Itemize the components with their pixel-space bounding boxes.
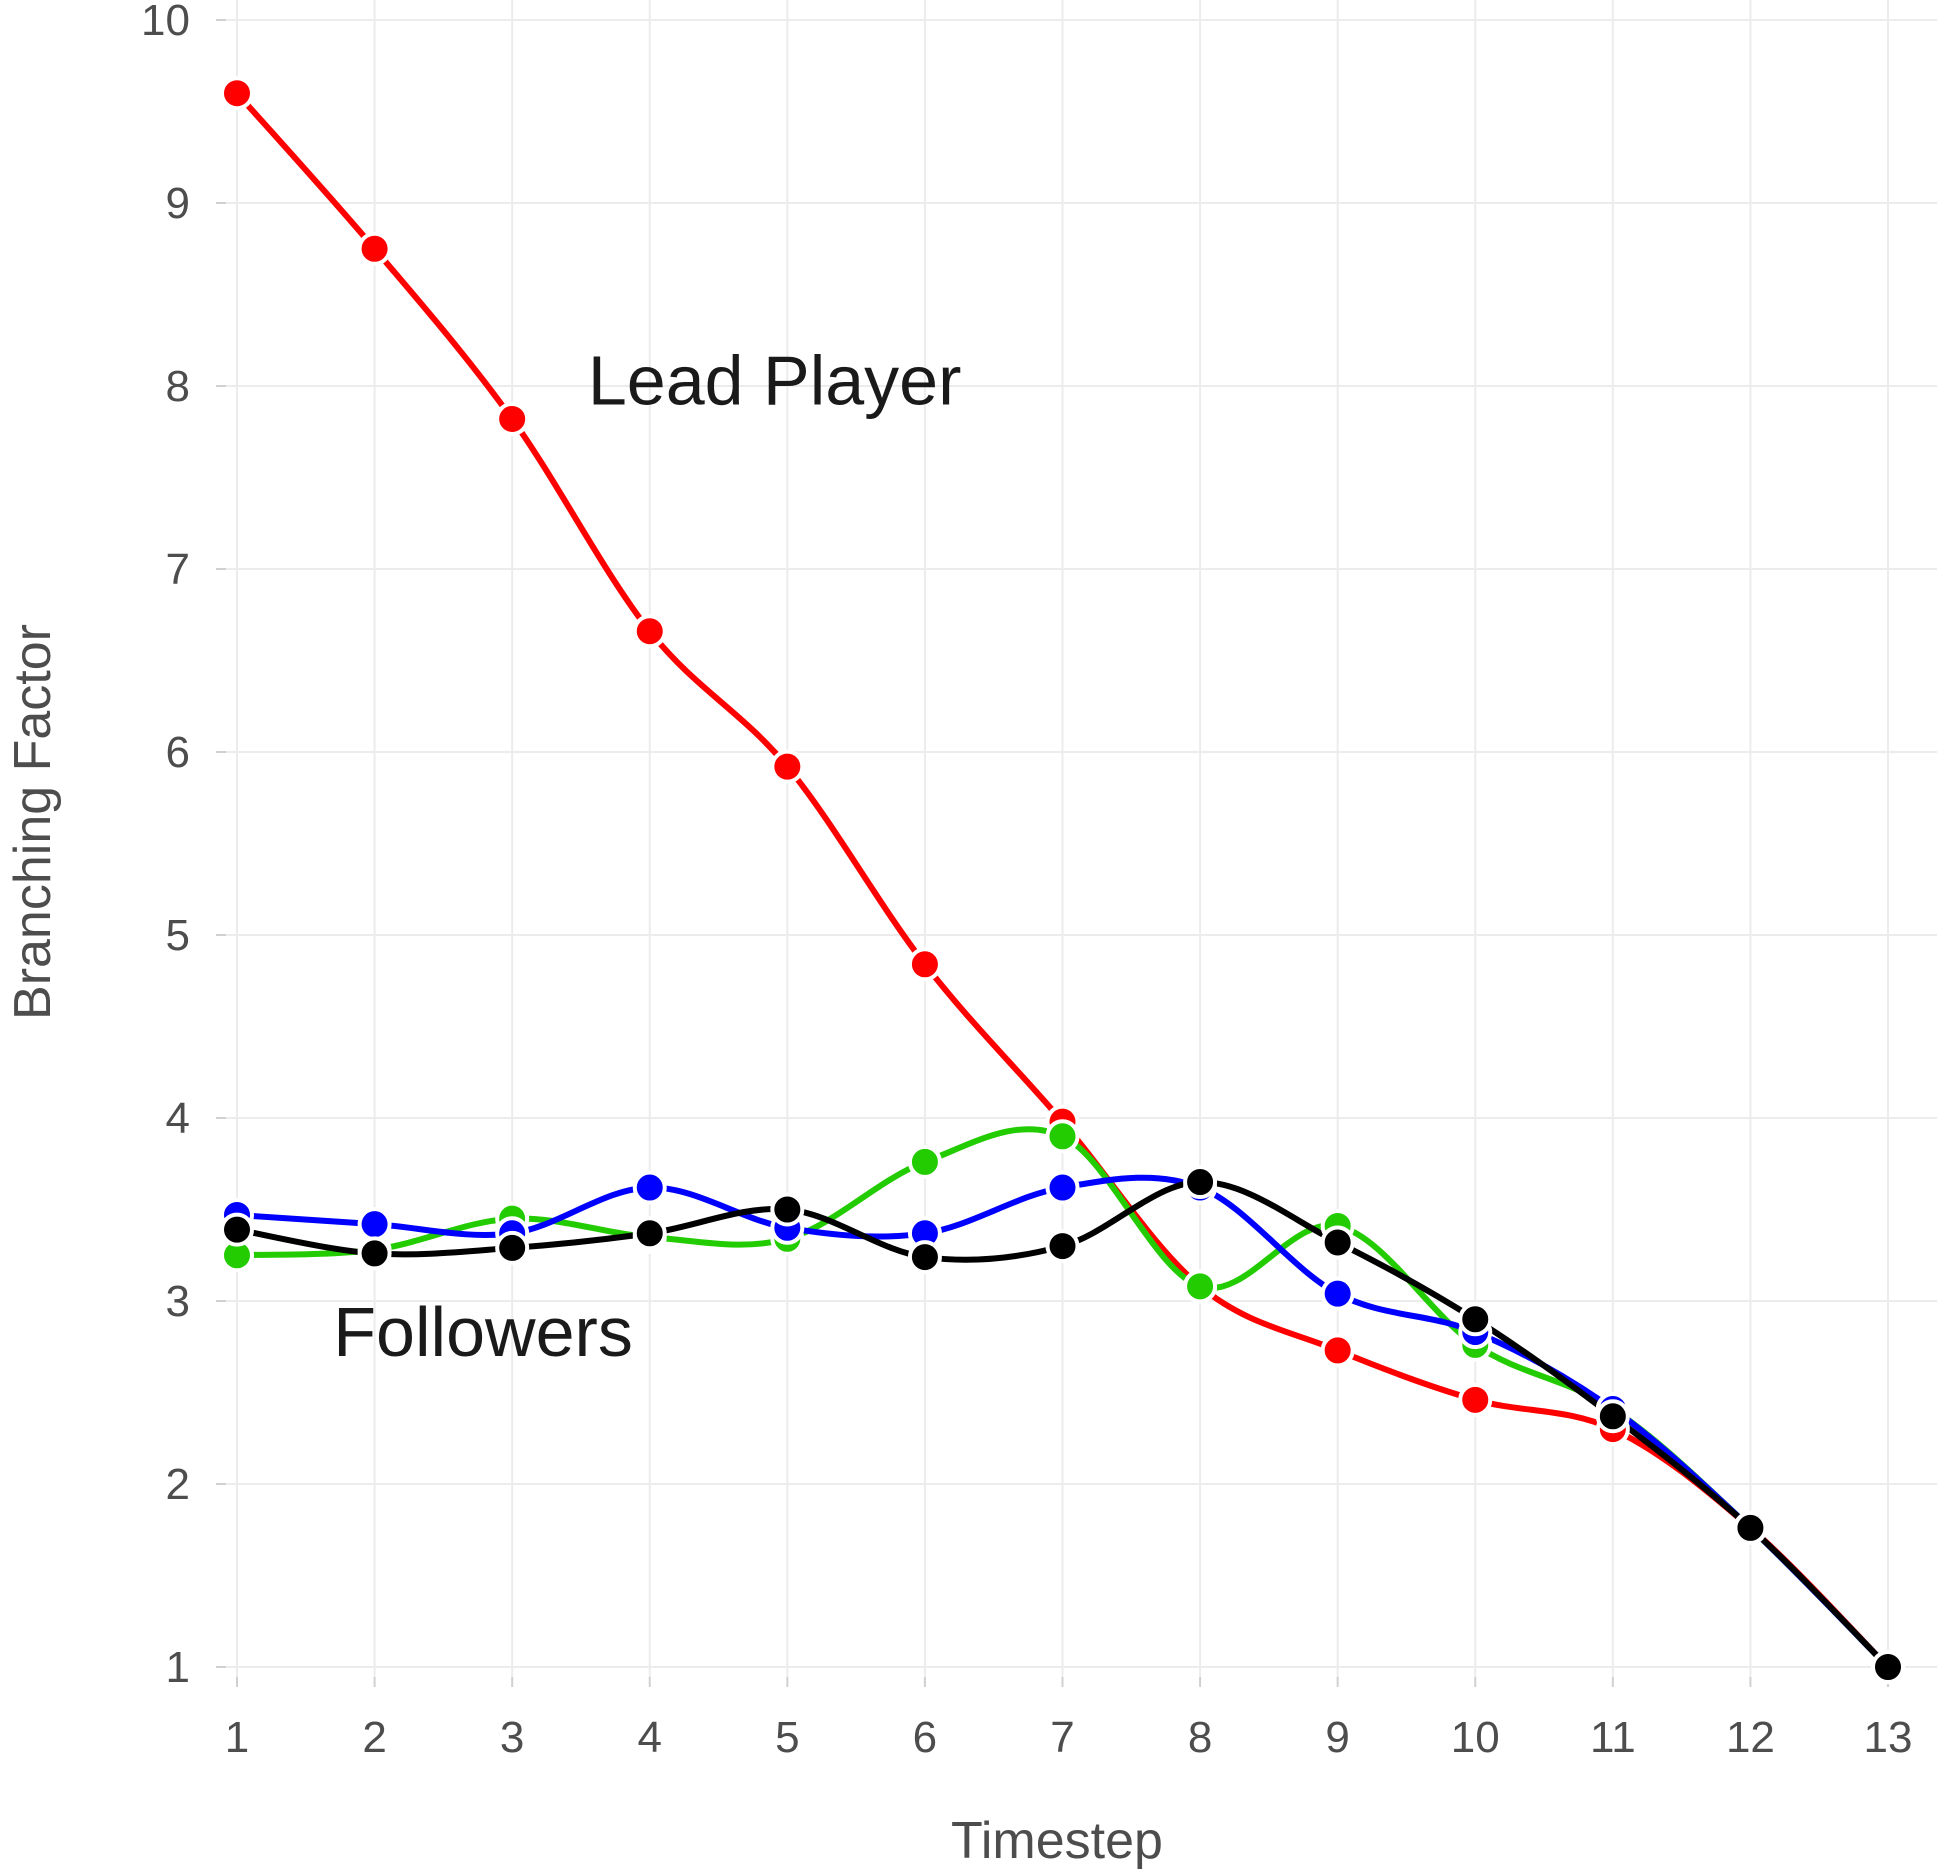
data-point-series-1: [1458, 1382, 1493, 1417]
data-point-series-1: [1320, 1333, 1355, 1368]
y-tick-label: 8: [166, 362, 190, 411]
data-point-series-4: [1595, 1399, 1630, 1434]
grid: [226, 0, 1937, 1677]
y-tick-label: 4: [166, 1094, 190, 1143]
x-tick-label: 1: [225, 1713, 249, 1762]
data-point-series-4: [495, 1230, 530, 1265]
data-point-series-1: [907, 947, 942, 982]
annotation-label: Lead Player: [588, 341, 962, 419]
data-point-series-4: [1320, 1225, 1355, 1260]
data-point-series-4: [632, 1216, 667, 1251]
data-point-series-4: [357, 1236, 392, 1271]
x-tick-label: 9: [1325, 1713, 1349, 1762]
data-point-series-1: [357, 231, 392, 266]
data-point-series-4: [220, 1212, 254, 1247]
x-tick-label: 12: [1726, 1713, 1775, 1762]
data-point-series-4: [770, 1192, 805, 1227]
y-tick-label: 9: [166, 179, 190, 228]
y-tick-label: 2: [166, 1460, 190, 1509]
data-point-series-3: [632, 1170, 667, 1205]
y-tick-label: 3: [166, 1277, 190, 1326]
y-axis-tick-labels: 1 2 3 4 5 6 7 8 9 10: [141, 0, 190, 1692]
data-point-series-4: [907, 1240, 942, 1275]
y-axis-title: Branching Factor: [4, 624, 62, 1020]
data-point-series-4: [1871, 1650, 1905, 1684]
y-tick-label: 6: [166, 728, 190, 777]
tick-marks: [216, 19, 1889, 1687]
x-axis-title: Timestep: [951, 1812, 1163, 1870]
x-tick-label: 11: [1590, 1713, 1636, 1762]
data-point-series-4: [1183, 1165, 1218, 1200]
data-point-series-1: [770, 749, 805, 784]
data-point-series-1: [632, 614, 667, 649]
x-tick-label: 13: [1864, 1713, 1913, 1762]
series-points: [220, 76, 1905, 1684]
annotation-label: Followers: [333, 1293, 633, 1371]
data-point-series-2: [1045, 1119, 1080, 1154]
x-tick-label: 8: [1188, 1713, 1212, 1762]
y-tick-label: 10: [141, 0, 190, 45]
x-tick-label: 7: [1050, 1713, 1074, 1762]
data-point-series-2: [1183, 1269, 1218, 1304]
data-point-series-3: [357, 1207, 392, 1242]
y-tick-label: 1: [166, 1643, 190, 1692]
data-point-series-1: [220, 76, 254, 111]
data-point-series-3: [1045, 1170, 1080, 1205]
x-tick-label: 6: [913, 1713, 937, 1762]
annotations: Lead Player Followers: [333, 341, 961, 1371]
data-point-series-1: [495, 401, 530, 436]
y-tick-label: 5: [166, 911, 190, 960]
x-tick-label: 10: [1451, 1713, 1500, 1762]
x-tick-label: 3: [500, 1713, 524, 1762]
x-tick-label: 2: [362, 1713, 386, 1762]
x-tick-label: 4: [638, 1713, 662, 1762]
data-point-series-4: [1458, 1302, 1493, 1337]
data-point-series-2: [907, 1144, 942, 1179]
data-point-series-3: [1320, 1276, 1355, 1311]
x-axis-tick-labels: 1 2 3 4 5 6 7 8 9 10 11 12 13: [225, 1713, 1913, 1762]
x-tick-label: 5: [775, 1713, 799, 1762]
data-point-series-4: [1733, 1510, 1768, 1545]
data-point-series-4: [1045, 1229, 1080, 1264]
y-tick-label: 7: [166, 545, 190, 594]
